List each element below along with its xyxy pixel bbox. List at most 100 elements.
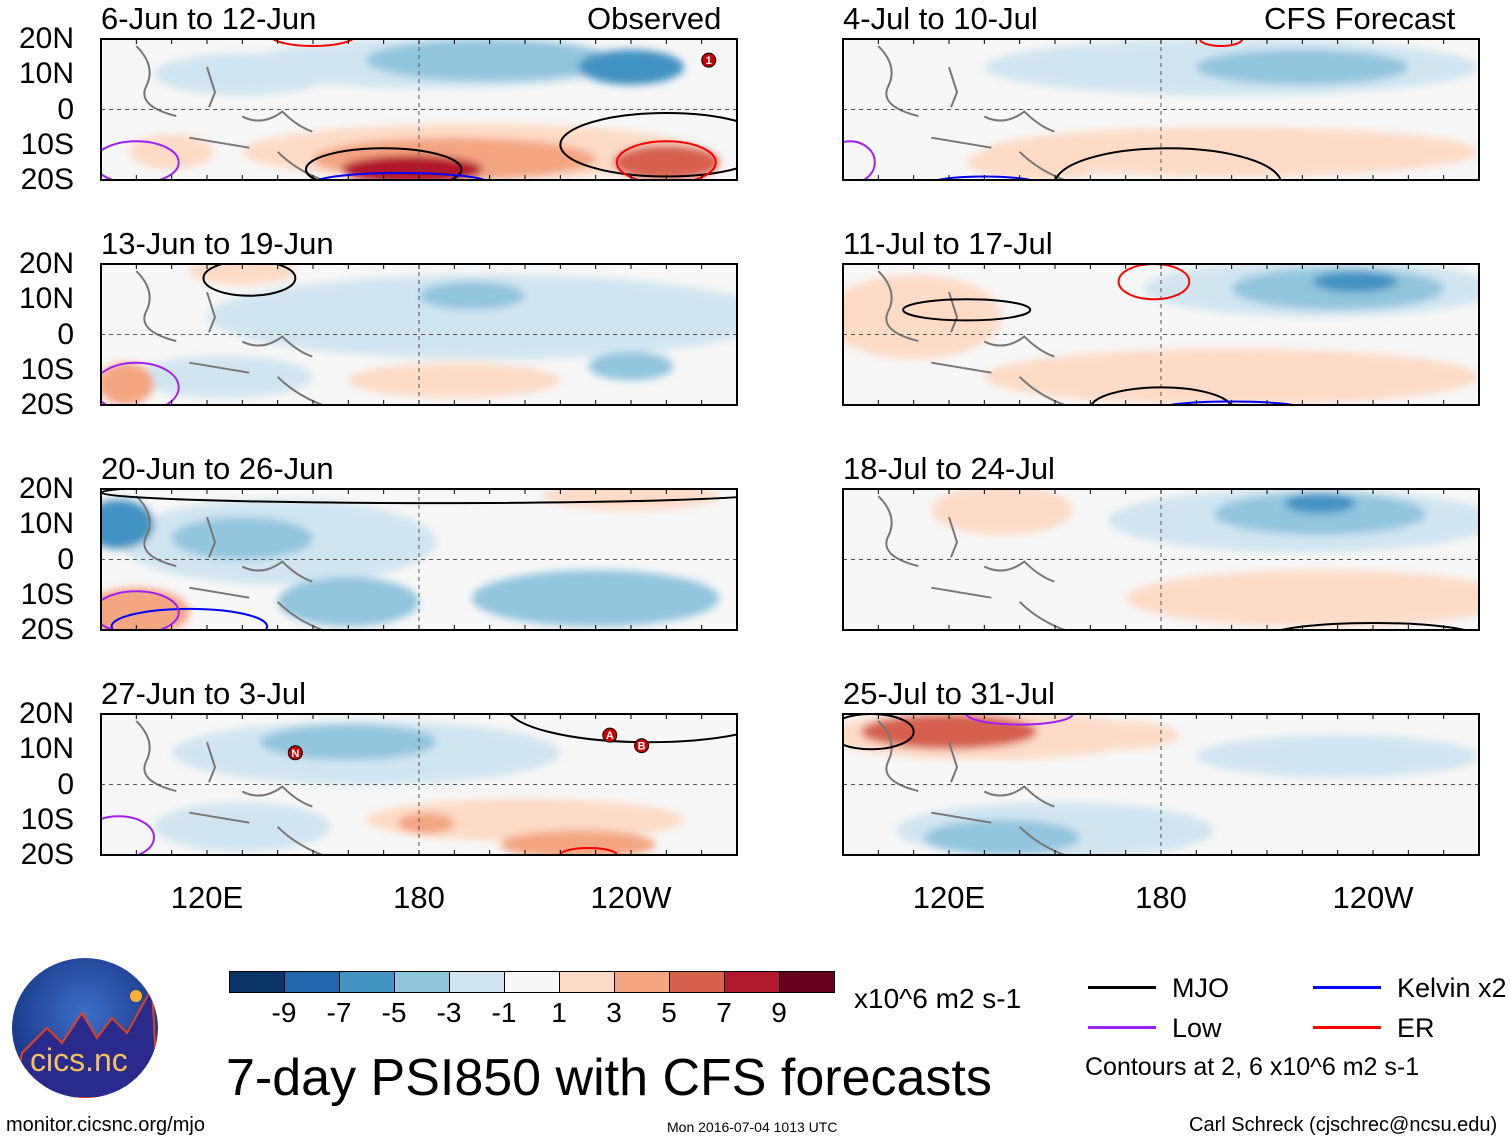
panel-period-title: 4-Jul to 10-Jul	[843, 1, 1038, 36]
anomaly-region	[171, 517, 313, 560]
anomaly-region	[207, 274, 737, 360]
lat-tick-label: 10N	[18, 282, 74, 316]
low-contour	[101, 140, 180, 180]
storm-label: 1	[706, 55, 712, 67]
mjo-contour	[508, 714, 737, 744]
legend-label: MJO	[1172, 973, 1229, 1003]
colorbar-swatch	[229, 971, 285, 993]
lon-tick-label: 120E	[170, 880, 244, 915]
legend-label: Kelvin x2	[1397, 973, 1507, 1003]
timestamp: Mon 2016-07-04 1013 UTC	[667, 1119, 838, 1135]
anomaly-region	[101, 362, 154, 405]
panel-period-title: 27-Jun to 3-Jul	[101, 676, 307, 711]
mountain-icon	[12, 984, 158, 1098]
lat-tick-label: 20S	[20, 163, 74, 196]
mjo-contour	[902, 298, 1032, 322]
anomaly-region	[924, 819, 1080, 855]
anomaly-region	[613, 144, 720, 180]
low-contour	[101, 815, 155, 855]
lat-tick-label: 0	[57, 767, 74, 801]
colorbar-swatch	[724, 971, 780, 993]
storm-marker	[602, 727, 618, 743]
panel-period-title: 20-Jun to 26-Jun	[101, 451, 334, 486]
panel-period-title: 6-Jun to 12-Jun	[101, 1, 317, 36]
anomaly-region	[984, 348, 1479, 405]
storm-label: B	[638, 741, 646, 753]
anomaly-region	[472, 570, 720, 627]
lat-tick-label: 20N	[18, 22, 74, 55]
legend-label: Low	[1172, 1013, 1222, 1043]
storm-marker	[634, 738, 650, 754]
anomaly-region	[189, 264, 296, 286]
lat-tick-label: 10N	[18, 57, 74, 91]
coastline	[877, 45, 1068, 180]
observed-label: Observed	[587, 1, 722, 36]
lon-tick-label: 120E	[912, 880, 986, 915]
anomaly-region	[500, 830, 656, 855]
anomaly-region	[397, 812, 455, 834]
kelvin-contour	[315, 171, 488, 180]
anomaly-region	[1312, 271, 1398, 293]
anomaly-region	[843, 274, 1002, 360]
er-contour	[559, 846, 618, 855]
anomaly-region	[1196, 49, 1409, 85]
mjo-contour	[843, 714, 915, 751]
storm-label: A	[606, 730, 614, 742]
legend-line	[1088, 1026, 1156, 1029]
anomaly-region	[419, 281, 525, 310]
storm-label: N	[291, 748, 299, 760]
lat-tick-label: 20S	[20, 613, 74, 646]
anomaly-region	[966, 144, 1108, 180]
lat-tick-label: 20N	[18, 697, 74, 730]
lat-tick-label: 0	[57, 317, 74, 351]
anomaly-region	[578, 49, 684, 85]
storm-marker	[701, 52, 717, 68]
anomaly-region	[588, 352, 674, 381]
anomaly-region	[277, 577, 419, 627]
colorbar-label: 3	[606, 997, 622, 1028]
coastline	[135, 270, 326, 405]
colorbar-units: x10^6 m2 s-1	[854, 983, 1022, 1014]
panel-period-title: 13-Jun to 19-Jun	[101, 226, 334, 261]
coastline	[877, 495, 1068, 630]
colorbar-label: -7	[326, 997, 352, 1028]
panel-period-title: 18-Jul to 24-Jul	[843, 451, 1055, 486]
colorbar-swatch	[284, 971, 340, 993]
anomaly-region	[154, 53, 331, 96]
colorbar-swatch	[449, 971, 505, 993]
colorbar-label: -1	[491, 997, 517, 1028]
colorbar-swatch	[559, 971, 615, 993]
author: Carl Schreck (cjschrec@ncsu.edu)	[1189, 1114, 1498, 1136]
colorbar-label: 1	[551, 997, 567, 1028]
lon-tick-label: 180	[1135, 880, 1187, 915]
anomaly-region	[366, 39, 614, 82]
source-url[interactable]: monitor.cicsnc.org/mjo	[6, 1114, 205, 1136]
colorbar-swatch	[669, 971, 725, 993]
colorbar-label: -9	[271, 997, 297, 1028]
coastline	[135, 720, 326, 855]
coastline	[135, 495, 326, 630]
forecast-label: CFS Forecast	[1264, 1, 1456, 36]
legend-line	[1313, 986, 1381, 989]
anomaly-region	[542, 489, 720, 511]
figure-title: 7-day PSI850 with CFS forecasts	[226, 1049, 992, 1107]
map-panel: N A B	[101, 714, 737, 855]
mjo-contour	[202, 264, 297, 297]
colorbar-swatch	[339, 971, 395, 993]
panel-period-title: 11-Jul to 17-Jul	[843, 226, 1053, 261]
anomaly-region	[154, 802, 331, 852]
map-panel	[843, 714, 1479, 855]
low-contour	[101, 361, 180, 405]
colorbar-label: 5	[661, 997, 677, 1028]
er-contour	[271, 39, 355, 48]
map-panel	[101, 264, 737, 405]
cics-logo: cics.nc	[12, 958, 158, 1098]
lat-tick-label: 20N	[18, 472, 74, 505]
mjo-contour	[1054, 147, 1282, 180]
lon-tick-label: 120W	[590, 880, 672, 915]
map-panel	[843, 489, 1479, 630]
mjo-contour	[1090, 386, 1232, 405]
colorbar-label: -5	[381, 997, 407, 1028]
panel-period-title: 25-Jul to 31-Jul	[843, 676, 1055, 711]
kelvin-contour	[110, 607, 269, 630]
